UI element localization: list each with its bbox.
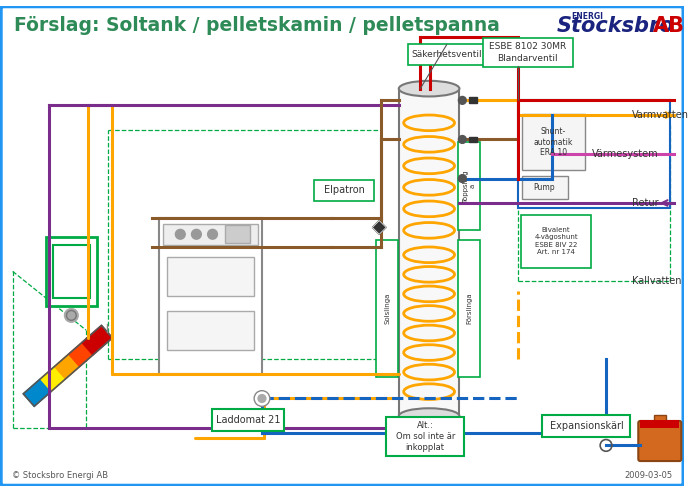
Text: Toppsling
a: Toppsling a: [463, 170, 476, 203]
FancyBboxPatch shape: [521, 215, 592, 268]
Text: 2009-03-05: 2009-03-05: [624, 471, 673, 480]
Circle shape: [458, 175, 466, 183]
Text: Förslag: Soltank / pelletskamin / pelletspanna: Förslag: Soltank / pelletskamin / pellet…: [14, 16, 500, 34]
Text: Värmesystem: Värmesystem: [592, 149, 659, 159]
Bar: [458, 240, 480, 377]
Circle shape: [192, 229, 202, 239]
Bar: [163, 223, 258, 245]
Text: Expansionskärl: Expansionskärl: [550, 421, 624, 431]
Ellipse shape: [399, 408, 459, 424]
Text: Laddomat 21: Laddomat 21: [216, 415, 281, 425]
Bar: [640, 420, 679, 428]
Circle shape: [254, 391, 270, 406]
Bar: [225, 225, 251, 243]
FancyBboxPatch shape: [407, 44, 486, 65]
Bar: [167, 310, 254, 350]
Ellipse shape: [399, 81, 459, 96]
FancyBboxPatch shape: [522, 176, 568, 199]
Circle shape: [176, 229, 186, 239]
Text: Varmvatten: Varmvatten: [632, 110, 690, 120]
Text: Förslinga: Förslinga: [466, 293, 473, 324]
FancyBboxPatch shape: [522, 114, 584, 170]
Text: ENERGI: ENERGI: [570, 12, 603, 21]
Circle shape: [208, 229, 218, 239]
Bar: [518, 100, 670, 208]
Polygon shape: [82, 325, 113, 355]
FancyBboxPatch shape: [638, 421, 681, 461]
FancyBboxPatch shape: [542, 415, 631, 436]
Bar: [458, 142, 480, 230]
FancyBboxPatch shape: [386, 417, 464, 456]
Text: © Stocksbro Energi AB: © Stocksbro Energi AB: [12, 471, 108, 480]
Bar: [469, 136, 477, 142]
Text: AB: AB: [653, 16, 685, 36]
Bar: [160, 217, 262, 374]
Bar: [52, 245, 90, 298]
Text: Bivalent
4-vägoshunt
ESBE 8IV 22
Art. nr 174: Bivalent 4-vägoshunt ESBE 8IV 22 Art. nr…: [534, 227, 578, 255]
Text: Pump: Pump: [533, 183, 555, 192]
Circle shape: [458, 96, 466, 104]
Polygon shape: [41, 367, 66, 391]
Text: Solslinga: Solslinga: [384, 293, 390, 324]
Circle shape: [458, 136, 466, 143]
FancyBboxPatch shape: [483, 38, 573, 67]
Polygon shape: [69, 342, 93, 367]
Text: Kallvatten: Kallvatten: [632, 276, 682, 286]
Bar: [399, 89, 459, 416]
Bar: [167, 257, 254, 296]
FancyBboxPatch shape: [314, 180, 375, 201]
Polygon shape: [372, 220, 386, 234]
Bar: [46, 237, 97, 306]
Text: Elpatron: Elpatron: [323, 185, 365, 195]
Circle shape: [64, 308, 78, 322]
Text: Shunt-
automatik
ERA 10: Shunt- automatik ERA 10: [533, 127, 573, 157]
Text: Retur: Retur: [632, 198, 659, 208]
Circle shape: [258, 395, 266, 402]
Polygon shape: [55, 354, 80, 379]
Text: Säkerhetsventil: Säkerhetsventil: [412, 50, 482, 59]
Text: Alt.:
Om sol inte är
inkopplat: Alt.: Om sol inte är inkopplat: [395, 421, 455, 452]
Bar: [377, 240, 398, 377]
Bar: [469, 97, 477, 103]
Polygon shape: [23, 379, 51, 406]
Text: ESBE 8102 30MR
Blandarventil: ESBE 8102 30MR Blandarventil: [489, 42, 566, 62]
Bar: [654, 415, 666, 423]
Text: Stocksbro: Stocksbro: [557, 16, 675, 36]
FancyBboxPatch shape: [212, 409, 284, 430]
